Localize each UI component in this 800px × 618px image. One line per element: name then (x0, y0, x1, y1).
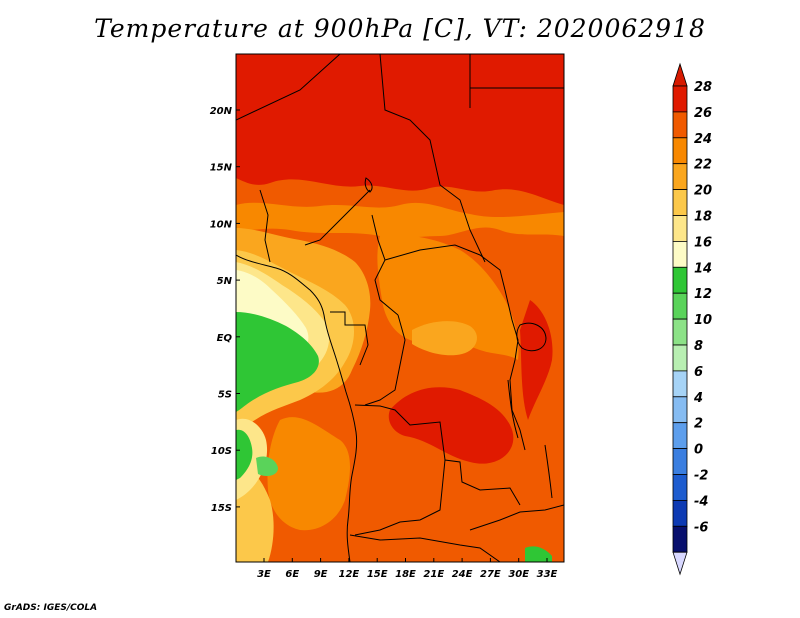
field-12-14-coast (236, 312, 319, 412)
colorbar-swatch (672, 292, 688, 320)
lake-malawi (544, 444, 553, 499)
colorbar-swatch (672, 163, 688, 190)
colorbar-swatch (672, 85, 688, 113)
lat-tick-label: EQ (217, 333, 233, 344)
border-east-africa (504, 289, 526, 451)
field-hot-north (236, 54, 564, 205)
colorbar-label: 26 (694, 106, 712, 121)
colorbar-label: 8 (694, 339, 703, 354)
border-nigeria (259, 189, 271, 263)
lake-chad (364, 177, 373, 193)
colorbar-swatch (672, 111, 688, 139)
colorbar-bottom-arrow (672, 551, 688, 576)
lon-tick-label: 27E (480, 569, 501, 580)
field-hot-east (520, 300, 553, 420)
lat-tick-label: 15N (210, 163, 233, 174)
colorbar-label: 28 (694, 80, 712, 95)
colorbar-label: 4 (693, 391, 703, 406)
colorbar-swatch (672, 240, 688, 268)
lon-tick-label: 30E (508, 569, 529, 580)
colorbar-label: -2 (694, 469, 708, 484)
border-angola-zambia (354, 459, 446, 536)
colorbar-swatch (672, 189, 688, 216)
lon-tick-label: 33E (537, 569, 558, 580)
lon-tick-label: 24E (452, 569, 473, 580)
colorbar-swatch (672, 344, 688, 372)
lat-tick-label: 5S (218, 390, 232, 401)
colorbar-label: 14 (694, 261, 712, 276)
colorbar-label: 16 (694, 235, 712, 250)
border-cameroon (371, 214, 399, 316)
colorbar-swatch (672, 474, 688, 501)
border-car (384, 244, 506, 291)
lat-tick-label: 10N (210, 219, 233, 230)
border-congo-drc (364, 314, 406, 406)
border-chad-niger (304, 189, 371, 246)
border-sahara-2 (379, 54, 486, 263)
colorbar-label: 0 (694, 443, 703, 458)
field-12-14-se (525, 546, 552, 562)
field-hot-southcentral (388, 387, 514, 464)
longitude-axis: 3E 6E 9E 12E 15E 18E 21E 24E 27E 30E 33E (257, 558, 558, 580)
colorbar-label: 22 (694, 158, 712, 173)
field-22-24-north (236, 202, 564, 238)
coastline-west (236, 254, 358, 562)
field-22-24-central (377, 234, 519, 360)
colorbar-label: -6 (694, 520, 708, 535)
field-22-24-west (267, 417, 350, 531)
map-frame (235, 53, 565, 563)
colorbar-label: 24 (694, 132, 712, 147)
lat-tick-label: 15S (211, 503, 232, 514)
field-20-22-b (412, 321, 477, 356)
colorbar-swatch (672, 370, 688, 398)
chart-title: Temperature at 900hPa [C], VT: 202006291… (94, 14, 706, 43)
field-10-12-sw (256, 456, 278, 476)
lake-tanganyika (507, 379, 519, 439)
colorbar-label: -4 (694, 494, 708, 509)
colorbar-label: 10 (694, 313, 712, 328)
colorbar-swatch (672, 137, 688, 165)
lon-tick-label: 15E (367, 569, 388, 580)
lon-tick-label: 6E (285, 569, 299, 580)
temperature-map: 20N 15N 10N 5N EQ 5S 10S 15S 3E 6E 9E 12E 15E 18E 21E… (210, 53, 712, 580)
grads-credit: GrADS: IGES/COLA (4, 603, 98, 613)
border-sahara-3 (469, 54, 564, 108)
border-sahara-1 (236, 54, 341, 121)
colorbar-label: 12 (694, 287, 712, 302)
colorbar-label: 20 (694, 184, 712, 199)
lon-tick-label: 9E (314, 569, 328, 580)
lat-tick-label: 10S (211, 446, 232, 457)
lat-tick-label: 20N (210, 106, 233, 117)
border-gabon (330, 311, 369, 366)
latitude-axis: 20N 15N 10N 5N EQ 5S 10S 15S (210, 106, 240, 514)
lat-tick-label: 5N (217, 276, 233, 287)
colorbar-swatch (672, 448, 688, 475)
colorbar-top-arrow (672, 62, 688, 87)
temperature-fields (236, 54, 564, 562)
lon-tick-label: 18E (395, 569, 416, 580)
colorbar-swatch (672, 499, 688, 527)
lon-tick-label: 21E (423, 569, 444, 580)
colorbar-swatch (672, 525, 688, 553)
colorbar-label: 6 (694, 365, 703, 380)
colorbar-label: 2 (694, 417, 703, 432)
colorbar-swatch (672, 266, 688, 294)
colorbar-swatch (672, 318, 688, 346)
field-12-14-sw (236, 429, 253, 480)
colorbar-label: 18 (694, 210, 712, 225)
lake-victoria (516, 322, 547, 352)
colorbar-swatch (672, 215, 688, 242)
border-south (349, 534, 501, 562)
colorbar-swatch (672, 396, 688, 424)
lon-tick-label: 12E (339, 569, 360, 580)
colorbar-swatch (672, 422, 688, 450)
lon-tick-label: 3E (257, 569, 271, 580)
country-borders (236, 54, 564, 562)
border-zambia-moz (469, 504, 564, 531)
